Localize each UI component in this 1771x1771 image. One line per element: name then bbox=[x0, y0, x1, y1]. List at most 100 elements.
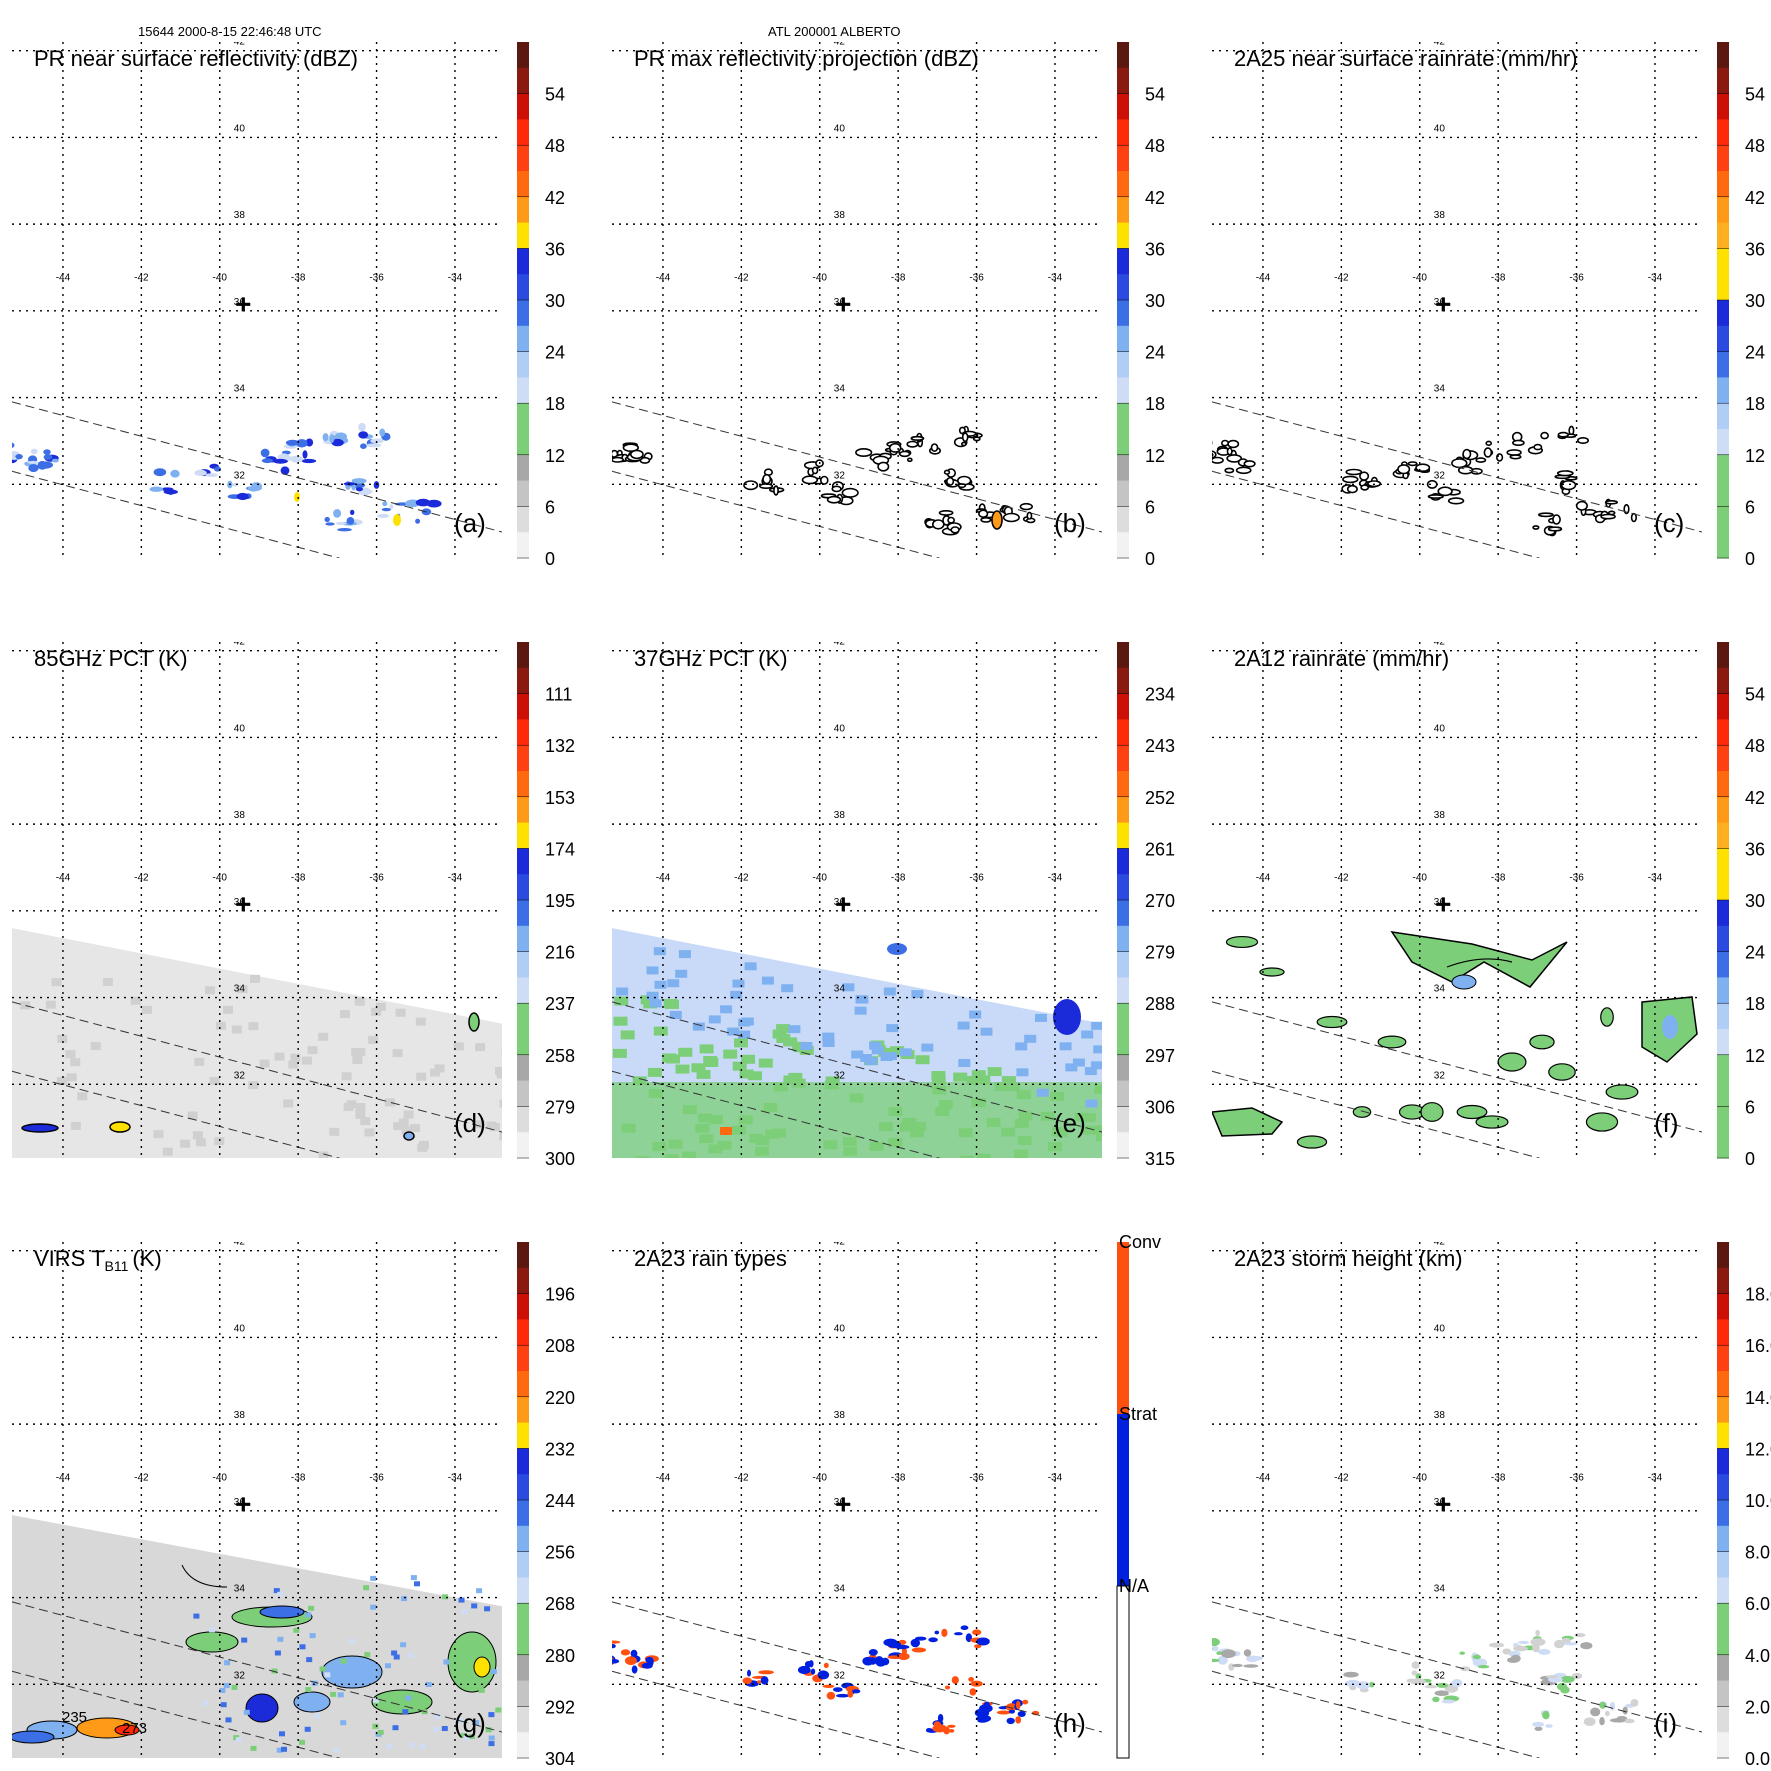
pixel bbox=[57, 1034, 68, 1043]
pixel bbox=[355, 1110, 366, 1119]
pixel bbox=[1091, 1184, 1105, 1193]
colorbar-segment bbox=[517, 822, 529, 849]
rain-echo bbox=[379, 428, 386, 437]
rain-echo bbox=[1604, 499, 1619, 505]
pixel bbox=[714, 1211, 728, 1220]
colorbar-tick-label: 8.0 bbox=[1745, 1543, 1770, 1563]
colorbar-segment bbox=[517, 145, 529, 172]
colorbar-segment bbox=[1117, 822, 1129, 849]
lat-tick-label: 40 bbox=[1434, 123, 1446, 134]
pixel bbox=[495, 1707, 502, 1713]
colorbar-label: Strat bbox=[1119, 1404, 1157, 1424]
pixel bbox=[484, 1606, 491, 1612]
colorbar-segment bbox=[1717, 745, 1729, 772]
pixel bbox=[798, 1453, 812, 1462]
pixel bbox=[974, 1402, 988, 1411]
rain-echo bbox=[910, 1638, 920, 1648]
plot-area: 235 273 -44 -42 -40 -38 -36 -34 42 40 38 36 34 32 bbox=[12, 1242, 502, 1758]
pixel bbox=[953, 1072, 968, 1082]
pixel bbox=[674, 1347, 688, 1356]
pixel bbox=[1035, 1262, 1049, 1271]
colorbar-tick-label: 270 bbox=[1145, 891, 1175, 911]
pixel bbox=[1012, 1213, 1026, 1222]
colorbar-segment bbox=[517, 1054, 529, 1082]
rain-area bbox=[1316, 1015, 1348, 1029]
lon-tick-label: -36 bbox=[969, 872, 984, 883]
pixel bbox=[745, 1296, 759, 1305]
pixel bbox=[930, 1475, 944, 1484]
pixel bbox=[1024, 1279, 1038, 1288]
rain-echo bbox=[937, 1713, 944, 1723]
pixel bbox=[241, 1637, 248, 1643]
rain-echo bbox=[1248, 1655, 1263, 1661]
pixel bbox=[970, 1312, 984, 1321]
pixel bbox=[931, 1075, 946, 1085]
pixel bbox=[744, 962, 757, 971]
lat-tick-label: 38 bbox=[1434, 810, 1446, 821]
pixel bbox=[340, 1658, 347, 1664]
colorbar-segment bbox=[1717, 1132, 1729, 1159]
lon-tick-label: -44 bbox=[1256, 1472, 1271, 1483]
lon-tick-label: -36 bbox=[969, 1472, 984, 1483]
lon-tick-label: -38 bbox=[891, 872, 906, 883]
pixel bbox=[1054, 1436, 1068, 1445]
pixel bbox=[377, 1729, 384, 1735]
colorbar-tick-label: 10.0 bbox=[1745, 1491, 1771, 1511]
pixel bbox=[1071, 1434, 1085, 1443]
colorbar-segment bbox=[1717, 274, 1729, 301]
cold-cell bbox=[1053, 999, 1081, 1035]
pixel bbox=[402, 1709, 409, 1715]
rain-echo bbox=[968, 1677, 974, 1682]
colorbar-tick-label: 30 bbox=[1145, 291, 1165, 311]
lat-tick-label: 42 bbox=[1434, 1237, 1446, 1248]
pixel bbox=[869, 1041, 882, 1050]
pixel bbox=[1092, 1432, 1106, 1441]
pixel bbox=[205, 986, 215, 995]
pixel bbox=[741, 1054, 756, 1064]
rain-echo bbox=[1532, 1643, 1540, 1653]
rain-echo bbox=[894, 1644, 910, 1650]
rain-echo bbox=[906, 440, 919, 448]
colorbar-tick-label: 12 bbox=[1745, 446, 1765, 466]
rain-echo bbox=[1609, 1718, 1626, 1723]
rain-echo bbox=[1221, 1649, 1236, 1659]
pixel bbox=[839, 1466, 853, 1475]
colorbar-tick-label: 24 bbox=[1145, 343, 1165, 363]
pixel bbox=[333, 1748, 340, 1753]
colorbar-segment bbox=[1117, 171, 1129, 198]
lon-tick-label: -38 bbox=[891, 1472, 906, 1483]
pixel bbox=[248, 1081, 259, 1090]
rain-area bbox=[1225, 935, 1259, 949]
pixel bbox=[386, 1744, 393, 1750]
pixel bbox=[468, 1734, 475, 1739]
colorbar-tick-label: 30 bbox=[1745, 891, 1765, 911]
pixel bbox=[877, 1262, 891, 1271]
rain-echo bbox=[1008, 1709, 1015, 1714]
panel-c: -44 -42 -40 -38 -36 -34 42 40 38 36 34 32 2A25 near … bbox=[1212, 42, 1765, 569]
rain-echo bbox=[957, 483, 967, 489]
pixel bbox=[293, 1627, 300, 1633]
colorbar-tick-label: 12 bbox=[545, 446, 565, 466]
pixel bbox=[231, 1684, 238, 1690]
pixel bbox=[984, 1223, 998, 1232]
colorbar-tick-label: 237 bbox=[545, 994, 575, 1014]
lon-tick-label: -38 bbox=[1491, 1472, 1506, 1483]
rain-echo bbox=[28, 464, 39, 473]
colorbar-segment bbox=[1117, 925, 1129, 953]
colorbar-segment bbox=[1117, 119, 1129, 146]
pixel bbox=[647, 1067, 662, 1077]
pixel bbox=[666, 1054, 680, 1064]
pixel bbox=[305, 1612, 312, 1618]
pixel bbox=[1072, 1324, 1086, 1333]
rain-echo bbox=[978, 509, 989, 519]
colorbar-segment bbox=[517, 1242, 529, 1269]
colorbar-label: N/A bbox=[1119, 1576, 1149, 1596]
rain-echo bbox=[622, 443, 639, 453]
pixel bbox=[475, 1043, 486, 1052]
pixel bbox=[738, 1321, 752, 1330]
pixel bbox=[994, 1274, 1008, 1283]
pixel bbox=[1018, 1508, 1032, 1517]
colorbar-segment bbox=[1117, 222, 1129, 249]
rain-echo bbox=[1343, 1671, 1359, 1678]
pixel bbox=[220, 1702, 227, 1708]
